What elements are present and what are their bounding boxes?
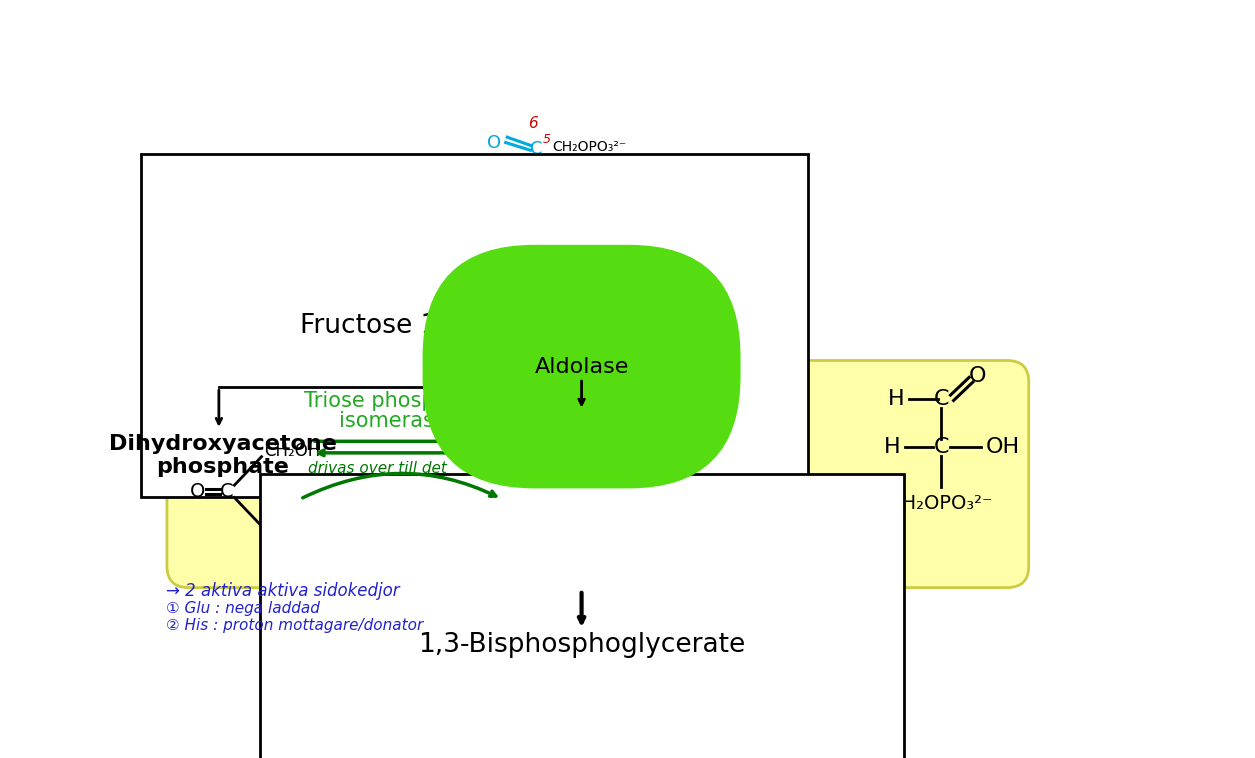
Text: ① Glu : nega laddad: ① Glu : nega laddad: [166, 600, 320, 615]
Text: Steget ? Nar nagot ?: Steget ? Nar nagot ?: [300, 475, 456, 490]
Text: O: O: [329, 176, 341, 191]
Text: Dihydroxyacetone
phosphate: Dihydroxyacetone phosphate: [109, 434, 336, 477]
Text: → 2 aktiva aktiva sidokedjor: → 2 aktiva aktiva sidokedjor: [166, 582, 400, 600]
Text: 1,3-Bisphosphoglycerate: 1,3-Bisphosphoglycerate: [418, 632, 745, 659]
Text: 6: 6: [257, 167, 266, 180]
Text: 3: 3: [349, 266, 358, 280]
Text: Fructose 1,6-bisphosphate: Fructose 1,6-bisphosphate: [300, 313, 650, 339]
Text: 5: 5: [543, 133, 551, 146]
Text: 4: 4: [290, 255, 299, 270]
Text: 1: 1: [360, 157, 368, 171]
Text: CH₂OPO₃²⁻: CH₂OPO₃²⁻: [552, 140, 626, 154]
Text: Triose phosphate: Triose phosphate: [305, 391, 482, 412]
Text: OH: OH: [379, 243, 400, 256]
Text: OH: OH: [580, 199, 605, 216]
Text: CH₂OPO₃²⁻: CH₂OPO₃²⁻: [364, 161, 438, 175]
Text: C: C: [531, 235, 543, 253]
Text: | CH₂OPO₃²⁻: | CH₂OPO₃²⁻: [533, 273, 625, 289]
Text: ²⁻O₃POH₂C: ²⁻O₃POH₂C: [222, 175, 297, 189]
Text: HO: HO: [461, 161, 486, 180]
Text: CH₂OPO₃²⁻: CH₂OPO₃²⁻: [889, 494, 993, 513]
Text: bara denna som: bara denna som: [506, 478, 630, 493]
Text: OH: OH: [316, 274, 338, 288]
Text: C: C: [531, 139, 543, 158]
Text: 3: 3: [543, 198, 551, 211]
Text: C: C: [531, 199, 543, 216]
Text: O: O: [487, 133, 501, 152]
Text: men da maste DP till G3P forst: men da maste DP till G3P forst: [451, 506, 685, 520]
Text: OH: OH: [580, 235, 605, 253]
Text: H: H: [486, 235, 498, 253]
Text: O: O: [190, 482, 205, 501]
Text: C: C: [220, 482, 233, 501]
Text: Aldolase: Aldolase: [535, 356, 629, 377]
Text: H: H: [580, 161, 592, 180]
Text: anvands udav i glukolysen: anvands udav i glukolysen: [466, 491, 669, 506]
Text: O: O: [969, 366, 986, 386]
Text: 2: 2: [543, 235, 551, 248]
Text: H: H: [885, 437, 901, 457]
Text: ② His : proton mottagare/donator: ② His : proton mottagare/donator: [166, 618, 423, 633]
Text: isomerase: isomerase: [339, 411, 447, 431]
Text: Glyceraldehyde
3-phosphate: Glyceraldehyde 3-phosphate: [447, 434, 641, 477]
Text: 5: 5: [286, 215, 295, 230]
Text: C: C: [934, 389, 949, 409]
Text: H: H: [889, 389, 905, 409]
Text: C: C: [531, 161, 543, 180]
FancyBboxPatch shape: [167, 361, 1029, 587]
Text: CH₂OPO₃²⁻: CH₂OPO₃²⁻: [264, 522, 353, 540]
Text: 6: 6: [528, 117, 537, 131]
Text: drivas over till det: drivas over till det: [309, 461, 447, 475]
Text: C: C: [934, 437, 949, 457]
Text: OH: OH: [986, 437, 1020, 457]
Text: CH₂OH: CH₂OH: [264, 443, 320, 460]
Text: H: H: [486, 199, 498, 216]
Text: 4: 4: [543, 161, 551, 174]
Text: HO: HO: [325, 218, 345, 231]
